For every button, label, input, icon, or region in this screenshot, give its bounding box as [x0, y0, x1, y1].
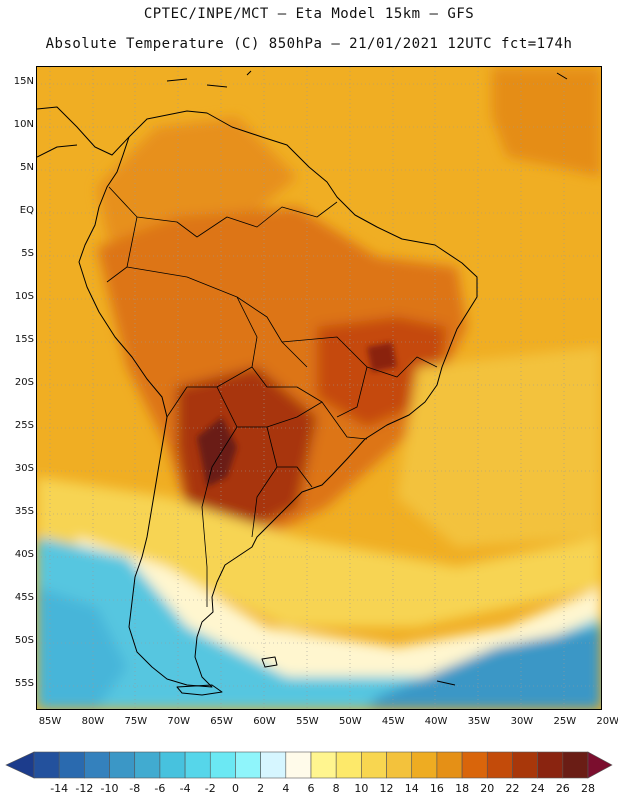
colorbar-swatch — [335, 751, 362, 779]
colorbar-tick-label: 4 — [282, 782, 290, 795]
field-ne-atlantic — [492, 67, 601, 177]
colorbar-swatch — [209, 751, 236, 779]
lat-label: 35S — [14, 506, 34, 517]
falklands — [261, 656, 278, 668]
lat-label: 10N — [13, 119, 34, 130]
lon-label: 45W — [381, 716, 405, 727]
colorbar-tick-label: 2 — [257, 782, 265, 795]
colorbar-swatch — [310, 751, 337, 779]
colorbar-swatch — [361, 751, 387, 779]
colorbar-tick-label: -4 — [179, 782, 191, 795]
colorbar-tick-label: 16 — [429, 782, 444, 795]
colorbar-tick-label: -12 — [75, 782, 94, 795]
colorbar-tick-label: 10 — [354, 782, 369, 795]
lon-label: 25W — [553, 716, 577, 727]
lat-label: 10S — [14, 291, 34, 302]
lon-label: 35W — [467, 716, 491, 727]
lat-label: 40S — [14, 549, 34, 560]
colorbar-swatch — [537, 751, 564, 779]
temperature-map — [36, 66, 602, 710]
field-northwest-warm — [97, 117, 297, 257]
lon-label: 20W — [596, 716, 618, 727]
colorbar-tick-label: -10 — [100, 782, 119, 795]
lat-label: 20S — [14, 377, 34, 388]
colorbar-swatch — [260, 751, 287, 779]
colorbar-tick-label: 24 — [530, 782, 545, 795]
colorbar — [5, 751, 613, 779]
colorbar-arrow-max — [587, 751, 613, 779]
lat-label: 15N — [13, 76, 34, 87]
field-chaco-hot — [177, 367, 317, 537]
colorbar-arrow-min — [5, 751, 35, 779]
lat-label: 15S — [14, 334, 34, 345]
colorbar-tick-label: 20 — [480, 782, 495, 795]
colorbar-tick-label: -6 — [154, 782, 166, 795]
lat-label: 30S — [14, 463, 34, 474]
field-core-brazil — [367, 342, 397, 372]
lon-label: 60W — [253, 716, 276, 727]
south-georgia — [436, 680, 456, 686]
colorbar-swatch — [411, 751, 438, 779]
lat-label: 45S — [14, 592, 34, 603]
colorbar-swatch — [461, 751, 488, 779]
colorbar-swatch — [512, 751, 538, 779]
lat-label: EQ — [19, 205, 34, 216]
colorbar-swatch — [436, 751, 463, 779]
colorbar-tick-label: 26 — [555, 782, 570, 795]
colorbar-swatch — [84, 751, 110, 779]
caribbean-islands — [166, 70, 568, 88]
colorbar-swatch — [235, 751, 261, 779]
lat-label: 50S — [14, 635, 34, 646]
lon-label: 65W — [210, 716, 233, 727]
colorbar-tick-label: 8 — [332, 782, 340, 795]
field-south-yellow — [37, 477, 601, 627]
field-atlantic-yellow — [397, 347, 601, 547]
colorbar-swatch — [386, 751, 413, 779]
colorbar-tick-label: 22 — [505, 782, 520, 795]
lon-label: 40W — [424, 716, 448, 727]
colorbar-tick-label: 6 — [307, 782, 315, 795]
country-borders — [106, 186, 438, 607]
title-line-1: CPTEC/INPE/MCT – Eta Model 15km – GFS — [143, 6, 475, 22]
field-cold-west — [37, 587, 127, 709]
colorbar-swatch — [285, 751, 312, 779]
field-cold-blue — [367, 627, 601, 709]
lat-label: 55S — [14, 678, 34, 689]
tierra-del-fuego — [176, 684, 223, 696]
colorbar-swatch — [109, 751, 136, 779]
lon-label: 85W — [38, 716, 62, 727]
lon-label: 30W — [510, 716, 534, 727]
colorbar-swatch — [184, 751, 211, 779]
south-america-coast — [78, 110, 478, 688]
colorbar-swatch — [58, 751, 85, 779]
colorbar-tick-label: 18 — [455, 782, 470, 795]
colorbar-tick-label: 14 — [404, 782, 419, 795]
lon-label: 70W — [167, 716, 190, 727]
lat-label: 25S — [14, 420, 34, 431]
lon-label: 80W — [81, 716, 105, 727]
title-line-2: Absolute Temperature (C) 850hPa – 21/01/… — [45, 36, 573, 52]
coastlines — [37, 70, 568, 696]
lat-label: 5S — [21, 248, 34, 259]
colorbar-tick-label: 28 — [581, 782, 595, 795]
lon-label: 50W — [338, 716, 362, 727]
colorbar-tick-label: -14 — [50, 782, 69, 795]
colorbar-swatch — [159, 751, 186, 779]
colorbar-swatch — [33, 751, 60, 779]
central-america-coast — [37, 106, 130, 158]
colorbar-swatch — [562, 751, 589, 779]
colorbar-tick-label: 0 — [231, 782, 239, 795]
field-cold-cyan — [37, 537, 601, 709]
colorbar-swatch — [134, 751, 161, 779]
colorbar-tick-label: -2 — [204, 782, 216, 795]
lon-label: 55W — [296, 716, 319, 727]
colorbar-tick-label: -8 — [129, 782, 141, 795]
lon-label: 75W — [124, 716, 148, 727]
lat-label: 5N — [20, 162, 34, 173]
field-core-max — [197, 417, 237, 487]
colorbar-swatch — [486, 751, 513, 779]
colorbar-tick-label: 12 — [379, 782, 394, 795]
